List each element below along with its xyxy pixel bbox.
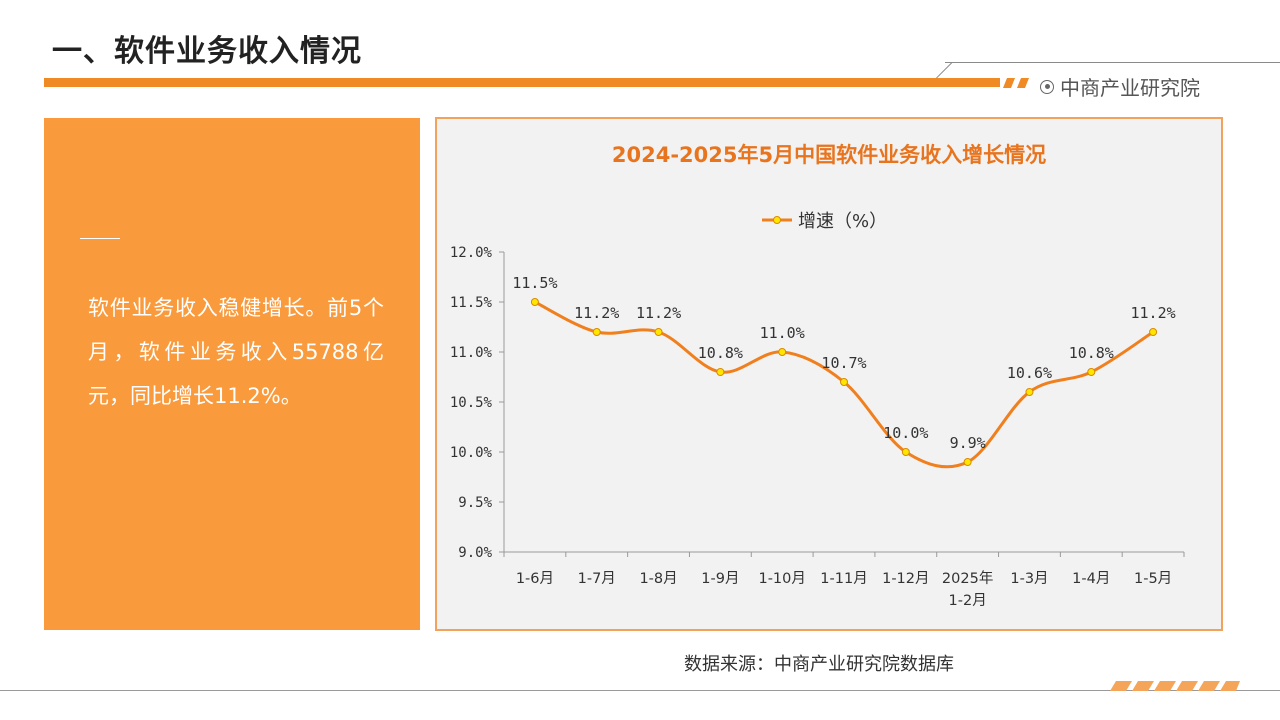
y-tick-label: 12.0% <box>450 245 493 261</box>
y-tick-label: 10.0% <box>450 445 493 461</box>
x-tick-label: 1-10月 <box>758 571 805 587</box>
legend-line-marker-icon <box>762 216 792 224</box>
data-label: 10.8% <box>1069 344 1114 362</box>
data-label: 10.0% <box>883 424 928 442</box>
data-point <box>654 328 663 336</box>
summary-panel: 软件业务收入稳健增长。前5个月，软件业务收入55788亿元，同比增长11.2%。 <box>44 118 420 630</box>
summary-text: 软件业务收入稳健增长。前5个月，软件业务收入55788亿元，同比增长11.2%。 <box>88 296 384 408</box>
y-tick-label: 9.0% <box>458 545 492 561</box>
data-point <box>1087 368 1096 376</box>
header-divider <box>945 62 1280 63</box>
data-point <box>840 378 848 386</box>
data-label: 10.8% <box>698 344 743 362</box>
y-tick-label: 11.5% <box>450 295 493 311</box>
data-label: 11.5% <box>512 274 557 292</box>
data-label: 11.2% <box>1131 304 1176 322</box>
brand-name: 中商产业研究院 <box>1060 76 1200 100</box>
data-label: 10.7% <box>821 354 866 372</box>
legend-label: 增速（%） <box>798 211 888 232</box>
footer-stripes <box>1110 681 1240 691</box>
page-title: 一、软件业务收入情况 <box>52 34 362 69</box>
y-tick-label: 11.0% <box>450 345 493 361</box>
brand-logo-icon <box>1040 79 1054 94</box>
data-point <box>778 348 787 356</box>
data-point <box>592 328 601 336</box>
header-divider-slant <box>936 62 953 79</box>
x-tick-label: 1-3月 <box>1010 571 1048 587</box>
y-tick-label: 10.5% <box>450 395 493 411</box>
chart-title: 2024-2025年5月中国软件业务收入增长情况 <box>611 143 1047 167</box>
data-label: 9.9% <box>950 434 986 452</box>
data-label: 10.6% <box>1007 364 1052 382</box>
header-accent-bar <box>44 78 1000 87</box>
data-point <box>963 458 972 466</box>
x-tick-label: 1-9月 <box>701 571 739 587</box>
chart-legend: 增速（%） <box>762 207 887 233</box>
x-tick-label: 1-11月 <box>820 571 867 587</box>
data-point <box>901 448 910 456</box>
chart-container: 2024-2025年5月中国软件业务收入增长情况 增速（%） 9.0% 9.5% 1… <box>435 117 1223 631</box>
x-tick-label: 1-6月 <box>516 571 554 587</box>
data-label: 11.0% <box>760 324 805 342</box>
y-tick-label: 9.5% <box>458 495 492 511</box>
brand: 中商产业研究院 <box>1040 72 1200 101</box>
data-label: 11.2% <box>574 304 619 322</box>
data-source: 数据来源：中商产业研究院数据库 <box>684 654 954 675</box>
x-tick-label: 1-12月 <box>882 571 929 587</box>
x-tick-label: 2025年 1-2月 <box>942 570 993 609</box>
data-point <box>1149 328 1158 336</box>
x-tick-label: 1-8月 <box>639 571 677 587</box>
header-stripes <box>1003 78 1029 88</box>
x-tick-label: 1-4月 <box>1072 571 1110 587</box>
data-label: 11.2% <box>636 304 681 322</box>
line-chart: 9.0% 9.5% 10.0% 10.5% 11.0% 11.5% 12.0% 1-6月 1-7… <box>450 245 1185 609</box>
x-tick-label: 1-5月 <box>1134 571 1172 587</box>
data-point <box>716 368 725 376</box>
summary-divider <box>80 238 120 239</box>
data-point <box>1025 388 1034 396</box>
data-point <box>530 298 539 306</box>
x-tick-label: 1-7月 <box>578 571 616 587</box>
footer-divider <box>0 690 1280 691</box>
